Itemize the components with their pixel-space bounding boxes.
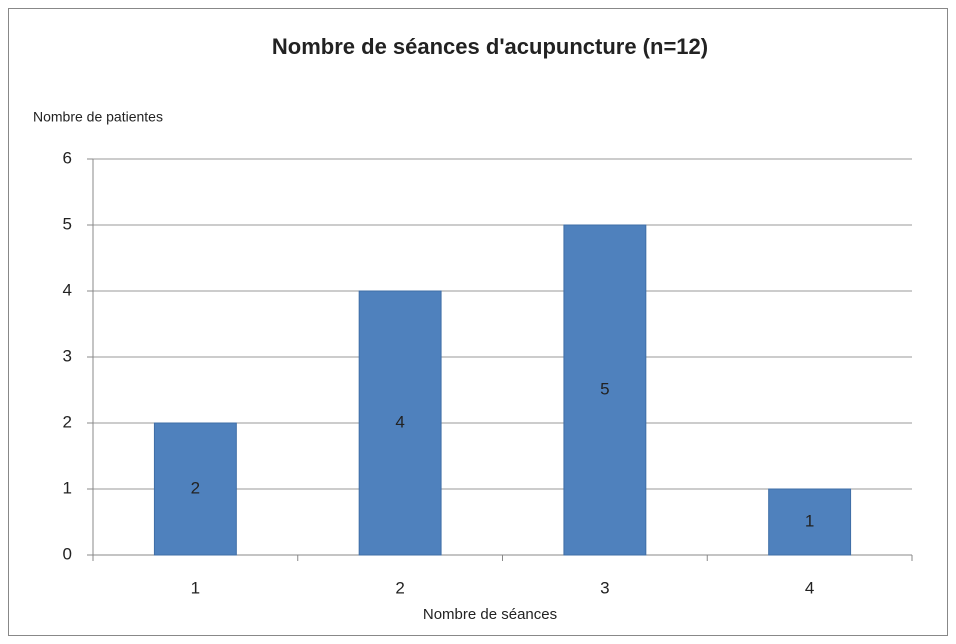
y-tick-label: 4 (63, 280, 72, 299)
bar (768, 488, 852, 556)
chart-title: Nombre de séances d'acupuncture (n=12) (272, 34, 708, 59)
y-axis-label: Nombre de patientes (33, 109, 163, 125)
y-tick-label: 5 (63, 214, 72, 233)
y-tick-label: 2 (63, 412, 72, 431)
x-tick-label: 3 (600, 578, 609, 597)
data-label: 2 (191, 478, 200, 497)
x-tick-label: 2 (395, 578, 404, 597)
x-tick-label: 1 (191, 578, 200, 597)
y-tick-label: 1 (63, 478, 72, 497)
y-tick-label: 0 (63, 544, 72, 563)
x-axis-label: Nombre de séances (423, 606, 557, 623)
bar (358, 290, 442, 556)
data-label: 5 (600, 379, 609, 398)
data-label: 1 (805, 511, 814, 530)
bar (563, 224, 647, 556)
x-tick-label: 4 (805, 578, 814, 597)
y-tick-label: 6 (63, 148, 72, 167)
y-tick-label: 3 (63, 346, 72, 365)
data-label: 4 (395, 412, 404, 431)
bar (153, 422, 237, 556)
